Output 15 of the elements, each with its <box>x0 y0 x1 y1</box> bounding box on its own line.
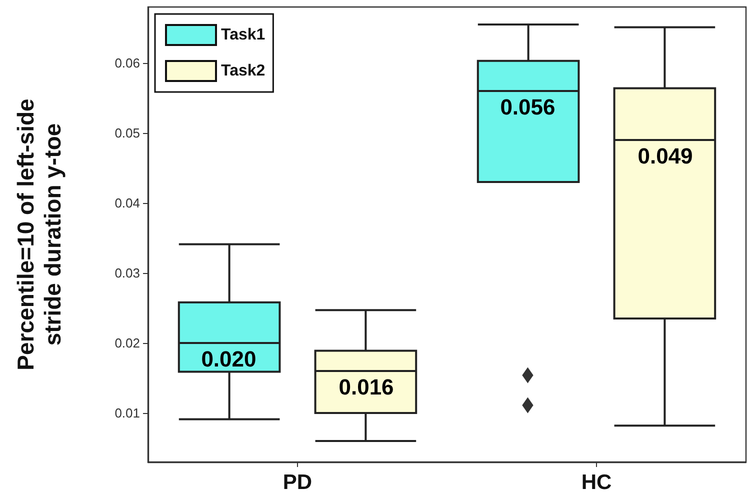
text: 0.020 <box>201 346 256 372</box>
text: 0.056 <box>500 94 556 120</box>
y-tick-label: 0.03 <box>114 266 140 280</box>
legend-label: Task1 <box>221 26 266 44</box>
y-tick-label: 0.04 <box>114 196 140 210</box>
text: 0.016 <box>338 374 394 400</box>
legend-label: Task2 <box>221 62 266 80</box>
y-tick-label: 0.05 <box>114 126 140 140</box>
y-axis-title: Percentile=10 of left-side stride duration y-toe <box>12 98 66 370</box>
x-tick-label: PD <box>282 471 312 494</box>
y-tick-label: 0.01 <box>114 406 140 420</box>
y-tick-label: 0.06 <box>114 56 140 70</box>
text: 0.049 <box>638 144 693 168</box>
x-tick-label: HC <box>581 471 612 494</box>
y-tick-label: 0.02 <box>114 336 140 350</box>
